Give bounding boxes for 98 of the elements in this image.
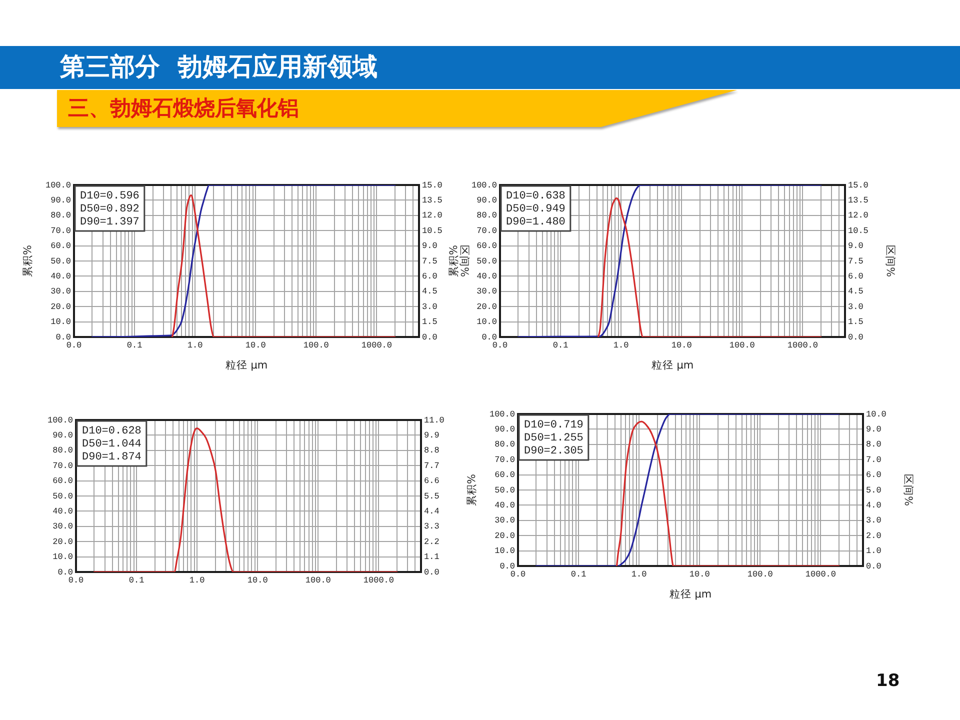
x-tick-label: 1.0 [613, 340, 629, 350]
y2-tick-label: 4.0 [866, 500, 882, 510]
y-tick-label: 60.0 [476, 241, 497, 252]
y-tick-label: 50.0 [494, 485, 515, 496]
y2-tick-label: 15.0 [848, 180, 868, 190]
x-tick-label: 1000.0 [805, 569, 836, 580]
y2-tick-label: 6.0 [848, 271, 864, 282]
y2-tick-label: 9.0 [848, 241, 864, 252]
y2-tick-label: 4.4 [424, 506, 440, 516]
x-tick-label: 1000.0 [363, 575, 394, 586]
y-tick-label: 90.0 [52, 430, 73, 440]
annotation: D50=1.255 [524, 432, 584, 444]
y2-tick-label: 7.0 [866, 454, 882, 465]
y2-tick-label: 2.0 [866, 530, 882, 541]
annotation: D50=0.949 [506, 203, 566, 216]
y-tick-label: 30.0 [52, 522, 73, 532]
y2-tick-label: 2.2 [424, 536, 440, 547]
annotation: D10=0.638 [506, 190, 566, 202]
annotation: D10=0.628 [82, 425, 142, 438]
text: 三、勃姆石煅烧后氧化铝 [68, 95, 299, 122]
x-tick-label: 10.0 [671, 340, 692, 350]
y2-tick-label: 3.0 [866, 516, 882, 526]
y2-tick-label: 8.8 [424, 446, 440, 456]
y-tick-label: 30.0 [494, 516, 515, 526]
annotation: D90=1.480 [506, 216, 566, 228]
y-tick-label: 100.0 [489, 409, 515, 420]
y2-tick-label: 0.0 [848, 332, 864, 342]
text: 18 [876, 670, 900, 692]
x-tick-label: 100.0 [729, 340, 755, 350]
y-tick-label: 20.0 [494, 530, 515, 541]
y2-tick-label: 1.0 [866, 546, 882, 556]
y-tick-label: 10.0 [52, 552, 73, 562]
y2-tick-label: 5.0 [866, 485, 882, 496]
text: 第三部分 勃姆石应用新领域 [60, 51, 378, 83]
y2-tick-label: 9.9 [424, 430, 440, 440]
y-tick-label: 70.0 [494, 454, 515, 465]
y2-tick-label: 1.1 [424, 552, 440, 562]
y2-tick-label: 9.0 [866, 424, 882, 434]
y2-tick-label: 6.0 [866, 470, 882, 480]
x-tick-label: 1000.0 [787, 340, 818, 350]
y-tick-label: 40.0 [476, 271, 497, 282]
y-tick-label: 70.0 [476, 226, 497, 236]
y2-tick-label: 3.3 [424, 522, 440, 532]
y-tick-label: 30.0 [476, 286, 497, 297]
y-tick-label: 100.0 [471, 180, 497, 190]
y-tick-label: 0.0 [500, 561, 515, 572]
annotation: D10=0.719 [524, 419, 584, 432]
y2-tick-label: 7.5 [848, 256, 864, 266]
y2-tick-label: 5.5 [424, 491, 440, 502]
y-axis-title: 累积% [466, 474, 478, 506]
y2-tick-label: 7.7 [424, 460, 440, 471]
y2-tick-label: 0.0 [866, 561, 882, 572]
x-axis-title: 粒径 μm [651, 359, 694, 372]
x-tick-label: 100.0 [747, 569, 773, 580]
y-tick-label: 50.0 [52, 491, 73, 502]
y2-tick-label: 10.0 [866, 409, 886, 420]
y2-axis-title: 区间% [884, 245, 896, 278]
y2-tick-label: 8.0 [866, 440, 882, 450]
y2-tick-label: 13.5 [848, 195, 868, 206]
y-tick-label: 90.0 [494, 424, 515, 434]
y2-tick-label: 3.0 [848, 302, 864, 312]
y-tick-label: 10.0 [476, 317, 497, 328]
y2-tick-label: 12.0 [848, 210, 868, 221]
y-tick-label: 70.0 [52, 460, 73, 471]
annotation: D90=1.874 [82, 451, 142, 464]
y2-tick-label: 1.5 [848, 317, 864, 328]
y2-tick-label: 11.0 [424, 415, 444, 426]
x-tick-label: 0.0 [68, 575, 84, 586]
y-tick-label: 60.0 [494, 470, 515, 480]
y-tick-label: 90.0 [476, 195, 497, 206]
annotation: D90=2.305 [524, 445, 584, 458]
x-tick-label: 0.1 [128, 575, 144, 586]
y-tick-label: 20.0 [476, 302, 497, 312]
y-tick-label: 20.0 [52, 536, 73, 547]
x-tick-label: 0.0 [510, 569, 526, 580]
y-tick-label: 100.0 [47, 415, 73, 426]
x-tick-label: 10.0 [247, 575, 268, 586]
y-tick-label: 60.0 [52, 476, 73, 486]
y-tick-label: 10.0 [494, 546, 515, 556]
y2-tick-label: 10.5 [848, 226, 868, 236]
x-tick-label: 1.0 [189, 575, 205, 586]
y2-axis-title: 区间% [902, 474, 914, 506]
y2-tick-label: 6.6 [424, 476, 440, 486]
x-tick-label: 0.1 [570, 569, 586, 580]
y-tick-label: 80.0 [476, 210, 497, 221]
y-tick-label: 40.0 [52, 506, 73, 516]
x-tick-label: 0.1 [552, 340, 568, 350]
x-tick-label: 10.0 [689, 569, 710, 580]
x-tick-label: 100.0 [305, 575, 331, 586]
y-tick-label: 40.0 [494, 500, 515, 510]
annotation: D50=1.044 [82, 438, 142, 450]
x-tick-label: 1.0 [631, 569, 647, 580]
y-tick-label: 50.0 [476, 256, 497, 266]
x-axis-title: 粒径 μm [669, 588, 712, 600]
y2-tick-label: 4.5 [848, 286, 864, 297]
y-tick-label: 80.0 [52, 446, 73, 456]
y-tick-label: 0.0 [482, 332, 497, 342]
y-tick-label: 80.0 [494, 440, 515, 450]
